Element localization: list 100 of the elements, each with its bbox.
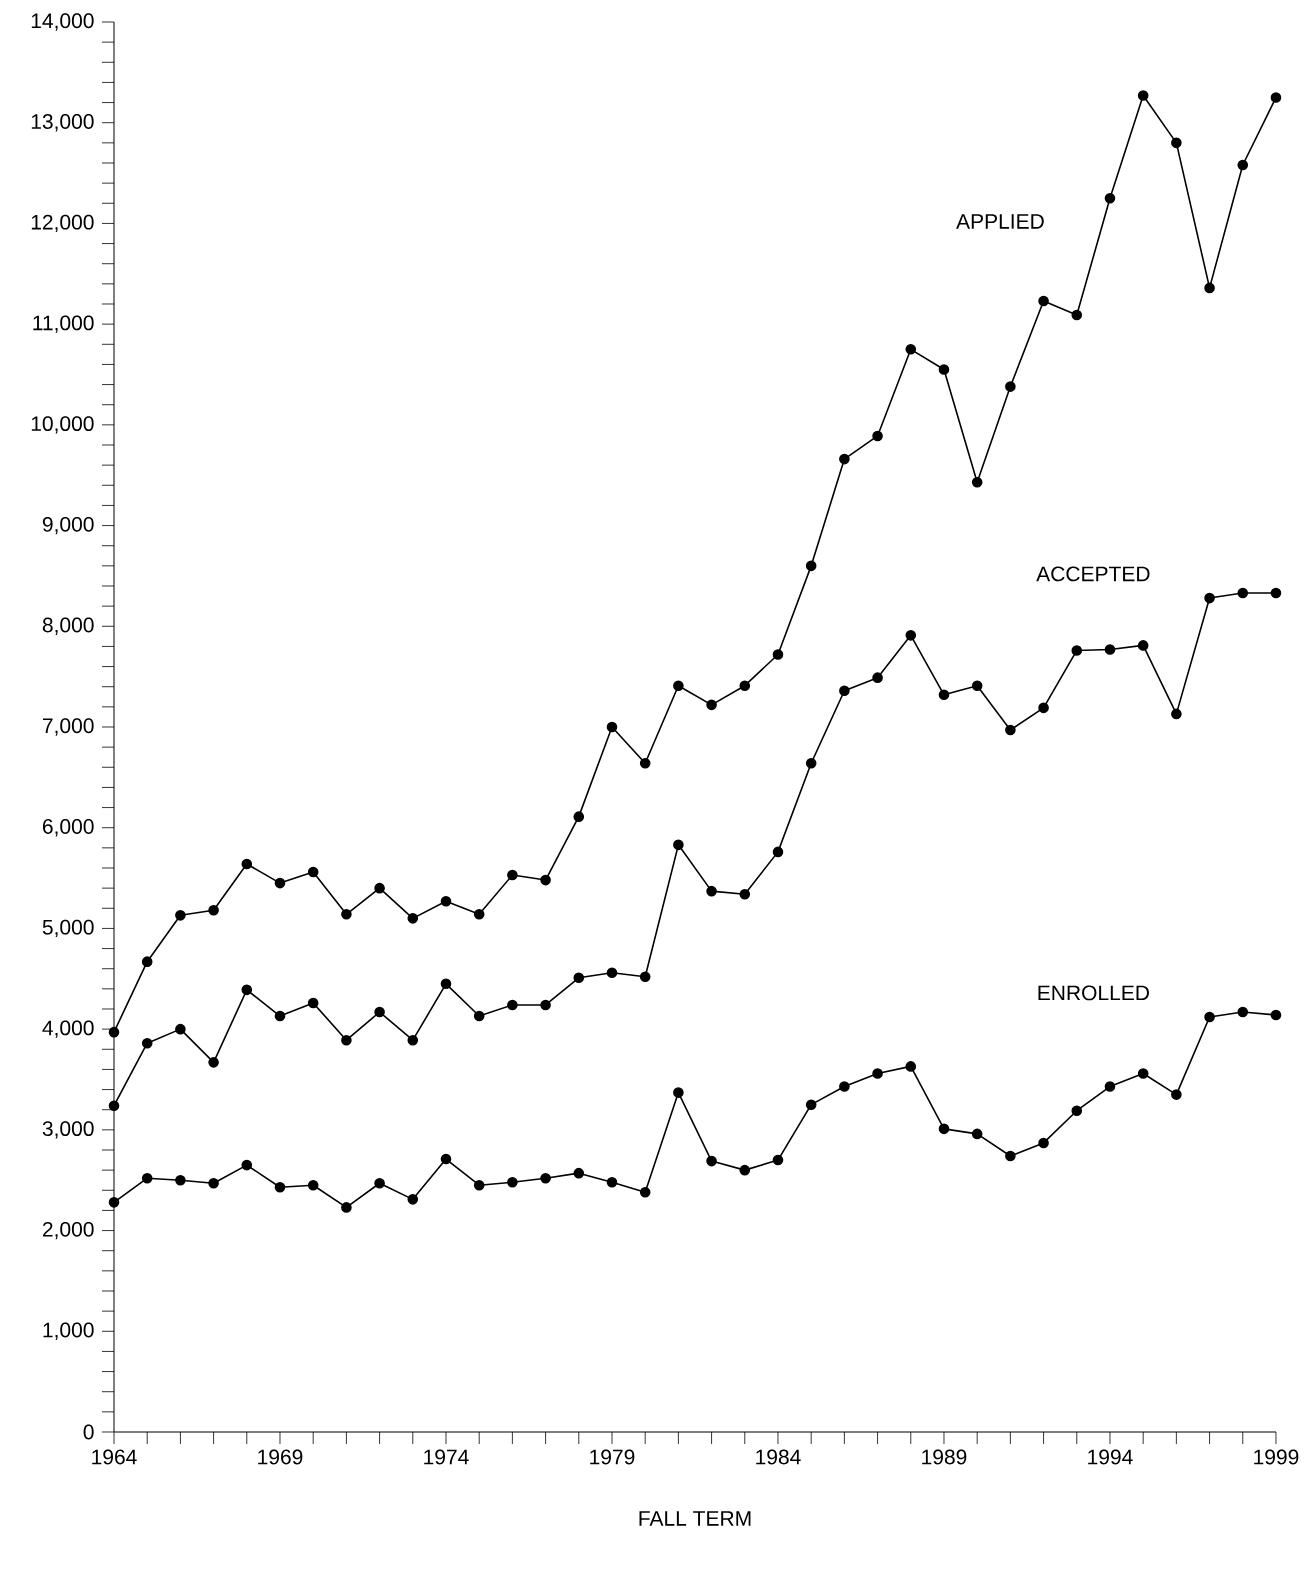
point — [573, 811, 585, 822]
point — [1237, 1006, 1249, 1018]
text: ACCEPTED — [1036, 566, 1150, 582]
point — [241, 1159, 253, 1171]
point — [540, 874, 551, 886]
point — [805, 1099, 817, 1110]
point — [1071, 1105, 1083, 1117]
point — [507, 1176, 518, 1188]
point — [1137, 90, 1149, 101]
point — [108, 1197, 120, 1208]
point — [1204, 592, 1215, 604]
point — [938, 1123, 950, 1135]
point — [374, 882, 385, 894]
point — [706, 699, 717, 711]
point — [1104, 1081, 1116, 1092]
x-tick-label: 1994 — [1088, 1449, 1133, 1465]
point — [208, 1057, 219, 1068]
point — [606, 1176, 618, 1188]
point — [507, 869, 518, 881]
point — [872, 1068, 883, 1079]
point — [905, 1061, 917, 1072]
point — [1038, 295, 1049, 307]
point — [772, 649, 784, 660]
point — [108, 1026, 120, 1038]
y-tick-label: 11,000 — [33, 315, 94, 333]
y-tick-label: 7,000 — [43, 718, 94, 736]
x-tick-label: 1984 — [756, 1449, 801, 1465]
point — [175, 910, 186, 921]
point — [241, 858, 253, 870]
point — [673, 839, 684, 851]
point — [1237, 159, 1249, 171]
point — [307, 1179, 319, 1191]
point — [971, 680, 983, 691]
point — [1071, 309, 1083, 321]
point — [540, 999, 551, 1011]
point — [341, 909, 352, 920]
point — [938, 364, 950, 375]
y-tick-label: 4,000 — [42, 1020, 94, 1038]
point — [1038, 1137, 1049, 1149]
y-tick-label: 5,000 — [42, 919, 94, 938]
point — [905, 344, 917, 355]
point — [1270, 587, 1282, 599]
point — [1270, 1009, 1282, 1021]
x-axis-title: FALL TERM — [639, 1511, 751, 1526]
point — [208, 1177, 219, 1189]
point — [739, 888, 751, 900]
point — [739, 680, 751, 691]
point — [175, 1174, 186, 1186]
point — [1005, 724, 1016, 736]
point — [639, 757, 651, 769]
point — [1104, 192, 1116, 204]
point — [141, 1037, 153, 1049]
point — [374, 1177, 385, 1189]
x-tick-label: 1999 — [1254, 1449, 1299, 1465]
point — [274, 877, 286, 889]
y-tick-label: 14,000 — [31, 13, 94, 31]
x-tick-label: 1979 — [590, 1449, 635, 1465]
point — [440, 1153, 452, 1165]
point — [805, 757, 817, 769]
y-tick-label: 13,000 — [31, 114, 94, 132]
point — [1137, 640, 1149, 651]
point — [706, 1155, 717, 1167]
point — [971, 476, 983, 488]
point — [839, 685, 850, 697]
point — [1204, 1011, 1215, 1023]
point — [1071, 645, 1083, 656]
y-tick-label: 6,000 — [42, 819, 94, 837]
point — [274, 1010, 286, 1022]
y-tick-label: 9,000 — [42, 516, 94, 535]
point — [772, 1154, 784, 1166]
y-tick-label: 1,000 — [43, 1322, 94, 1340]
point — [573, 972, 585, 984]
point — [274, 1181, 286, 1193]
x-tick-label: 1964 — [92, 1449, 137, 1465]
point — [473, 1179, 485, 1191]
point — [473, 909, 485, 920]
point — [739, 1164, 751, 1176]
point — [606, 967, 618, 979]
point — [905, 630, 917, 641]
x-tick-label: 1974 — [424, 1449, 469, 1465]
x-tick-label: 1969 — [258, 1449, 303, 1465]
point — [872, 672, 883, 683]
point — [307, 866, 319, 878]
point — [374, 1006, 385, 1018]
point — [1204, 282, 1215, 294]
y-tick-label: 12,000 — [31, 214, 94, 233]
point — [706, 885, 717, 897]
y-tick-label: 10,000 — [31, 416, 94, 434]
point — [1104, 644, 1116, 655]
point — [108, 1100, 120, 1111]
point — [872, 430, 883, 442]
point — [938, 689, 950, 701]
point — [473, 1010, 485, 1022]
y-tick-label: 2,000 — [42, 1221, 94, 1240]
y-tick-label: 8,000 — [42, 617, 94, 635]
point — [1005, 381, 1016, 392]
point — [341, 1202, 352, 1213]
point — [673, 1087, 684, 1098]
point — [407, 1194, 419, 1205]
point — [141, 1172, 153, 1184]
